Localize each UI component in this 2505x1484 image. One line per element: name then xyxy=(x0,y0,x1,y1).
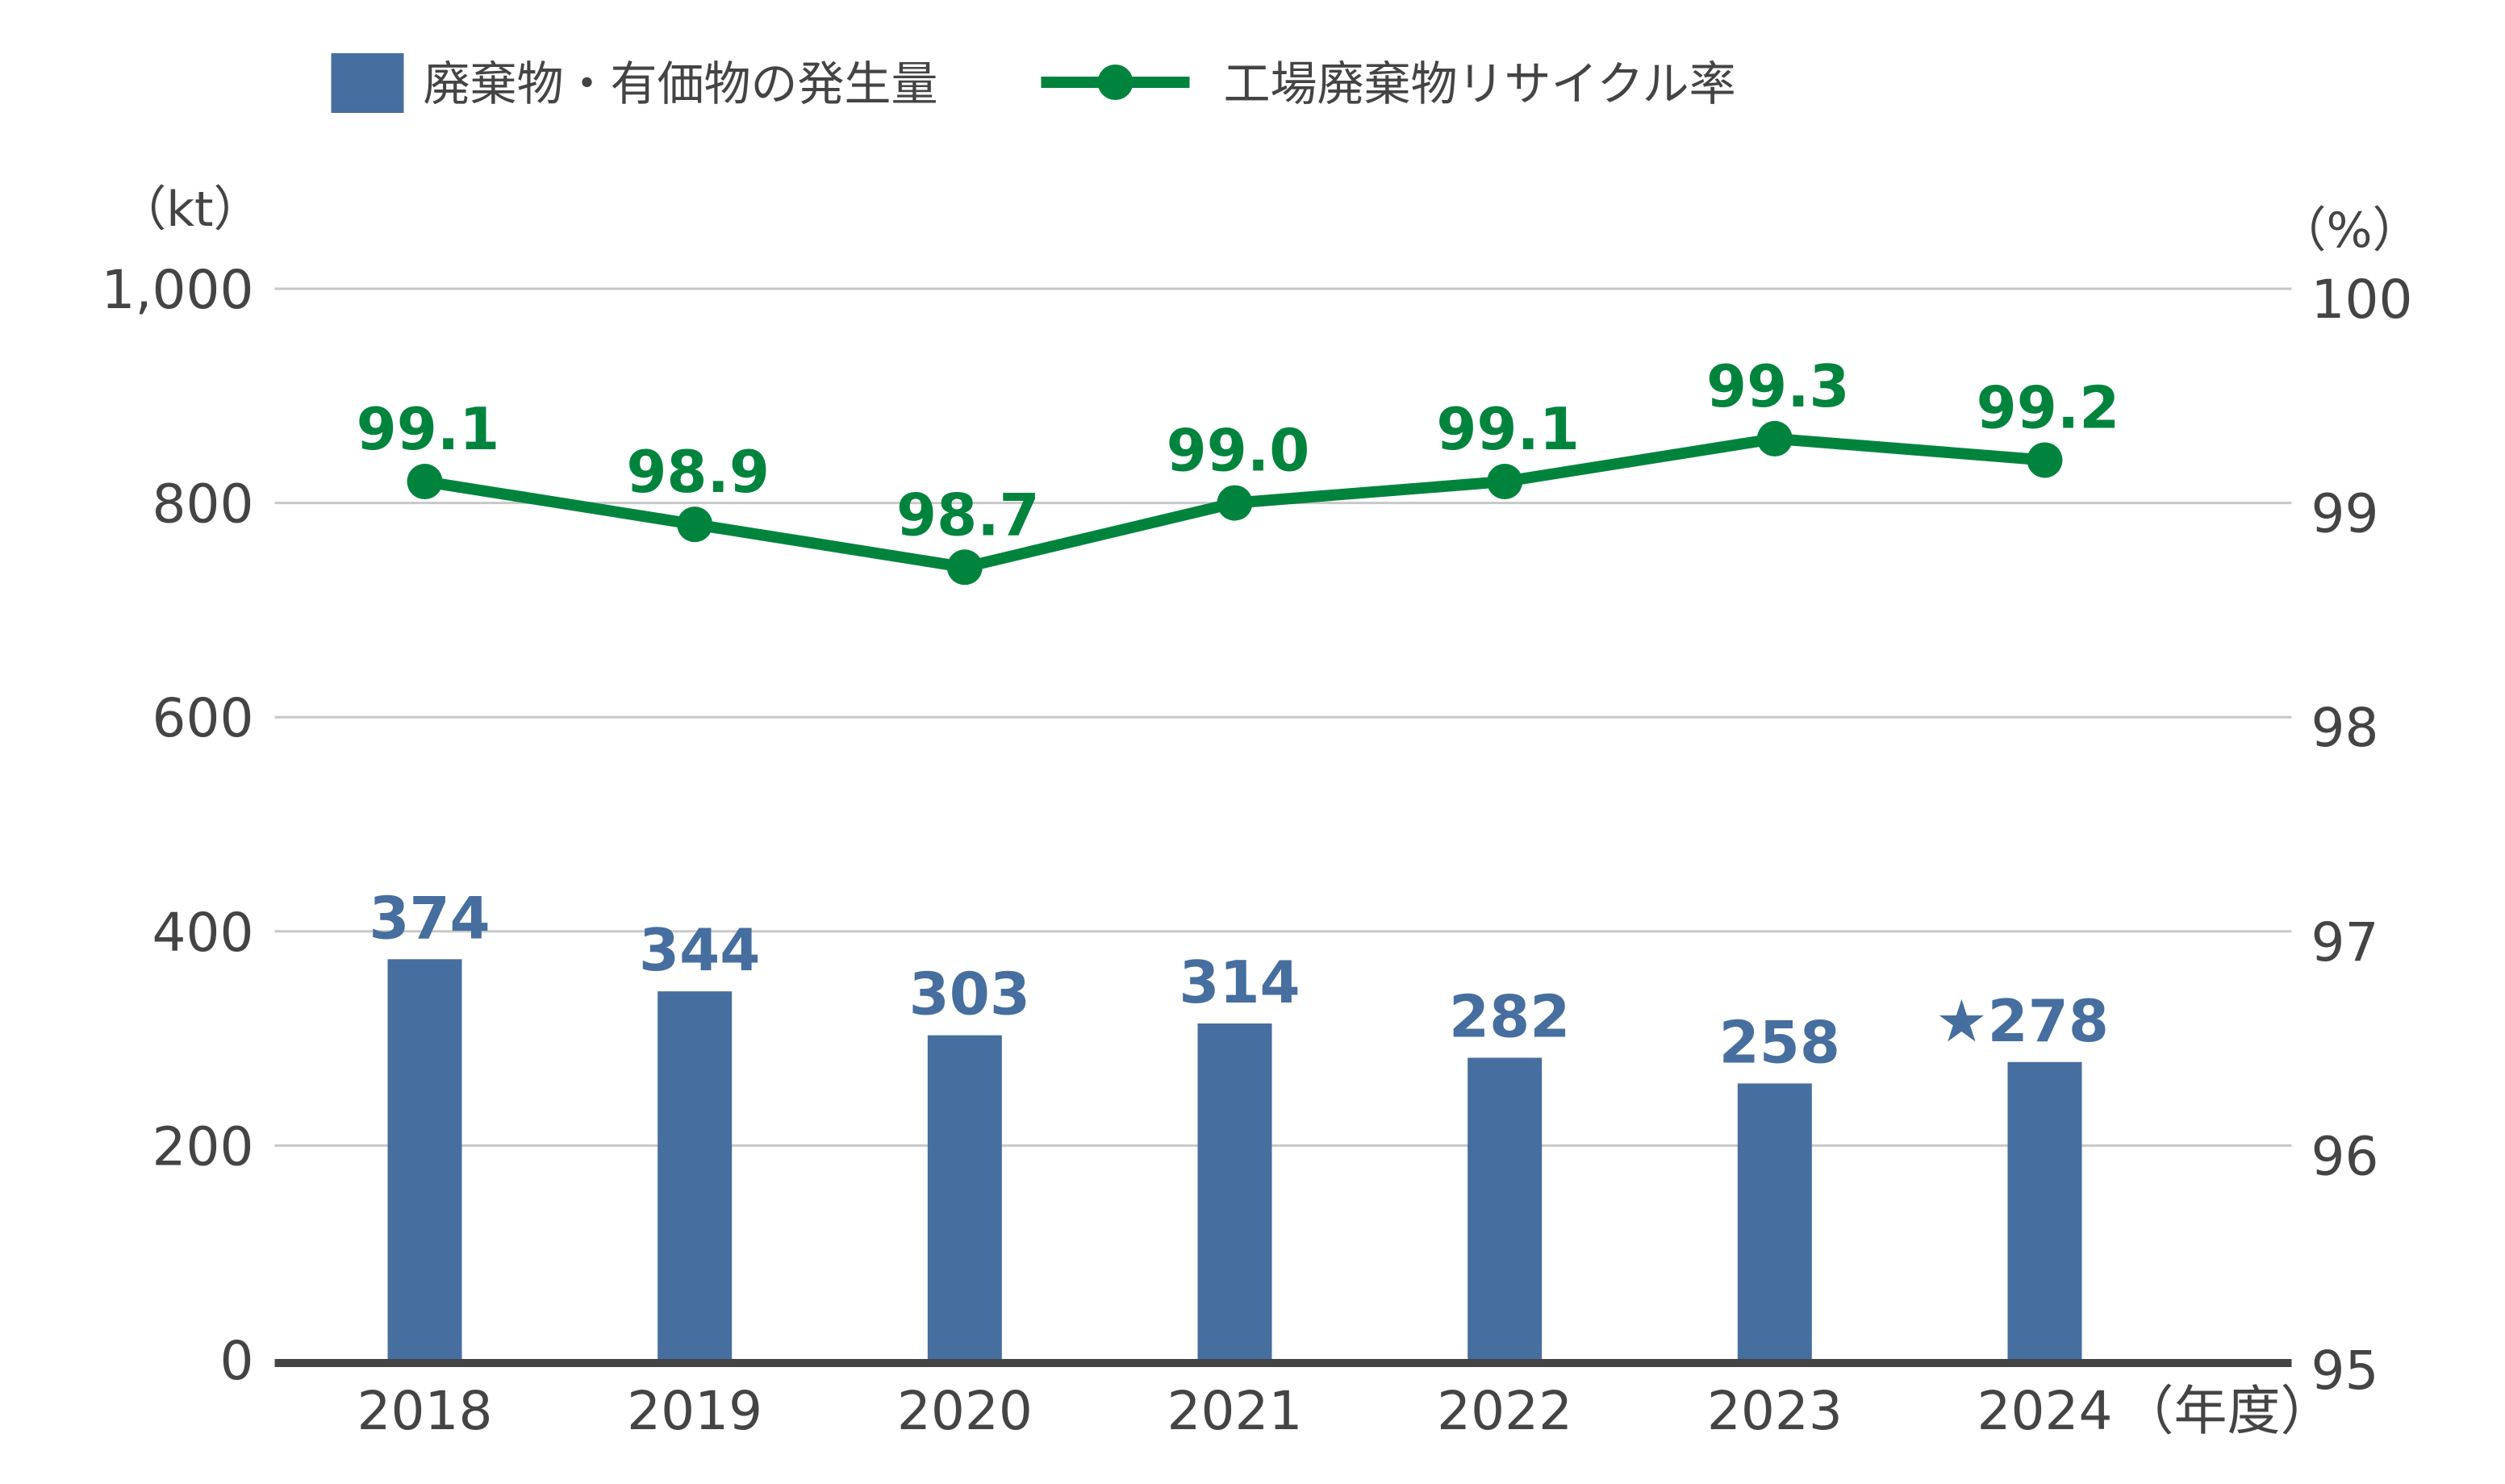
bar-value-label: 374 xyxy=(369,884,490,952)
x-tick-label: 2018 xyxy=(357,1380,493,1442)
right-tick-label: 95 xyxy=(2311,1340,2379,1402)
x-tick-label: 2021 xyxy=(1167,1380,1303,1442)
line-value-label: 99.3 xyxy=(1706,352,1850,420)
x-tick-label: 2022 xyxy=(1437,1380,1572,1442)
legend-bar-label: 廃棄物・有価物の発生量 xyxy=(424,56,938,111)
left-tick-label: 600 xyxy=(152,687,254,749)
line-point-2024 xyxy=(2027,442,2063,478)
line-point-2023 xyxy=(1756,420,1793,456)
x-tick-label: 2023 xyxy=(1707,1380,1843,1442)
left-tick-label: 0 xyxy=(220,1330,254,1392)
left-tick-label: 800 xyxy=(152,473,254,536)
line-point-2019 xyxy=(677,506,713,543)
bar-2018 xyxy=(387,959,462,1360)
left-tick-label: 200 xyxy=(152,1115,254,1178)
line-value-label: 99.1 xyxy=(357,395,500,463)
legend-line-label: 工場廃棄物リサイクル率 xyxy=(1224,56,1736,111)
line-value-label: 99.0 xyxy=(1167,417,1310,485)
legend-bar-swatch xyxy=(331,53,404,113)
bar-value-label: 314 xyxy=(1179,948,1300,1016)
legend-line-marker xyxy=(1097,65,1134,100)
x-tick-label: 2019 xyxy=(627,1380,762,1442)
bar-value-label: 258 xyxy=(1719,1008,1840,1076)
line-value-label: 99.2 xyxy=(1977,373,2120,441)
right-tick-label: 97 xyxy=(2311,911,2379,973)
bar-value-label: 282 xyxy=(1449,983,1570,1051)
right-tick-label: 100 xyxy=(2311,269,2413,331)
legend: 廃棄物・有価物の発生量 工場廃棄物リサイクル率 xyxy=(331,53,1736,113)
bar-2020 xyxy=(927,1035,1002,1360)
line-value-label: 99.1 xyxy=(1436,395,1580,463)
left-tick-label: 1,000 xyxy=(102,259,254,321)
right-tick-label: 99 xyxy=(2311,483,2379,545)
line-value-label: 98.9 xyxy=(626,438,770,506)
line-point-2018 xyxy=(407,464,443,500)
x-axis-unit: （年度） xyxy=(2121,1380,2334,1442)
right-axis-unit: （%） xyxy=(2277,202,2420,259)
line-point-2022 xyxy=(1487,464,1523,500)
line-value-label: 98.7 xyxy=(896,481,1040,548)
bar-2023 xyxy=(1737,1083,1812,1360)
bar-value-label: 344 xyxy=(639,916,760,984)
bar-2024 xyxy=(2007,1061,2082,1360)
bar-2019 xyxy=(658,991,733,1360)
bar-2022 xyxy=(1468,1057,1543,1360)
bar-2021 xyxy=(1197,1023,1272,1360)
x-tick-label: 2020 xyxy=(897,1380,1033,1442)
left-tick-label: 400 xyxy=(152,902,254,964)
right-tick-label: 98 xyxy=(2311,697,2379,759)
left-axis-unit: （kt） xyxy=(118,181,261,238)
line-point-2021 xyxy=(1217,485,1253,521)
bar-value-label: ★278 xyxy=(1935,987,2109,1055)
bar-value-label: 303 xyxy=(909,961,1030,1028)
x-tick-label: 2024 xyxy=(1977,1380,2113,1442)
line-point-2020 xyxy=(946,549,983,586)
right-tick-label: 96 xyxy=(2311,1125,2379,1187)
